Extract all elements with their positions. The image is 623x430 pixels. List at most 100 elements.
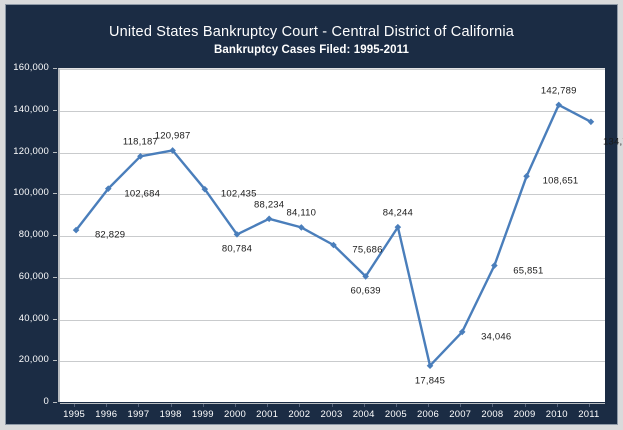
data-point-label: 120,987 [154, 130, 191, 142]
data-point-marker [72, 226, 80, 234]
data-point-marker [362, 273, 369, 280]
series-markers [72, 101, 595, 370]
x-tick-mark [460, 403, 461, 407]
data-point-marker [201, 185, 209, 193]
data-point-marker [169, 147, 176, 154]
data-point-label: 102,435 [220, 188, 257, 200]
plot-area: 82,829 102,684 118,187 120,987 102,435 80,784… [58, 68, 623, 404]
data-point-label: 108,651 [542, 175, 579, 187]
y-tick-label: 20,000 [18, 354, 49, 366]
data-point-label: 134,702 [603, 136, 623, 148]
gridline [60, 194, 605, 195]
gridline [60, 153, 605, 154]
x-tick-mark [364, 403, 365, 407]
data-point-marker [298, 224, 305, 231]
x-tick-label: 2010 [545, 409, 568, 420]
gridline [60, 236, 605, 237]
x-tick-mark [171, 403, 172, 407]
y-tick-label: 60,000 [18, 270, 49, 282]
x-tick-label: 2008 [481, 409, 504, 420]
x-tick-mark [106, 403, 107, 407]
chart-panel: United States Bankruptcy Court - Central… [5, 4, 623, 425]
gridline [60, 69, 605, 70]
x-tick-mark [74, 403, 75, 407]
data-point-label: 17,845 [414, 375, 446, 387]
x-tick-label: 2004 [352, 409, 375, 420]
x-tick-label: 1995 [63, 409, 86, 420]
y-tick-label: 140,000 [13, 103, 49, 115]
x-tick-label: 2006 [417, 409, 439, 420]
data-point-marker [426, 362, 434, 370]
chart-title-block: United States Bankruptcy Court - Central… [6, 23, 617, 58]
x-tick-mark [203, 403, 204, 407]
data-point-marker [104, 185, 112, 192]
x-tick-mark [235, 403, 236, 407]
data-point-marker [330, 241, 337, 249]
x-tick-label: 2011 [578, 409, 600, 420]
data-point-label: 82,829 [94, 229, 126, 241]
data-point-marker [265, 215, 273, 223]
y-tick-label: 0 [43, 396, 49, 407]
x-tick-label: 1999 [191, 409, 214, 420]
y-tick-label: 80,000 [18, 229, 49, 240]
y-tick-mark [53, 276, 57, 278]
y-tick-mark [53, 151, 57, 153]
data-point-label: 75,686 [352, 244, 383, 256]
data-point-label: 102,684 [124, 188, 161, 200]
data-point-marker [137, 152, 144, 160]
data-point-marker [458, 328, 466, 336]
y-tick-label: 120,000 [13, 145, 49, 157]
x-tick-mark [492, 403, 493, 407]
x-tick-mark [589, 403, 590, 407]
x-tick-label: 1997 [127, 409, 150, 420]
chart-subtitle: Bankruptcy Cases Filed: 1995-2011 [213, 44, 410, 56]
data-point-label: 88,234 [254, 199, 285, 211]
x-tick-mark [267, 403, 268, 407]
x-tick-mark [525, 403, 526, 407]
x-tick-label: 1998 [159, 409, 182, 420]
data-point-label: 80,784 [221, 243, 253, 255]
data-point-marker [394, 223, 402, 231]
y-tick-mark [53, 360, 57, 362]
x-tick-mark [396, 403, 397, 407]
x-tick-label: 2001 [256, 409, 279, 420]
line-series-layer [72, 101, 595, 370]
y-tick-label: 40,000 [18, 312, 49, 324]
x-tick-label: 2003 [320, 409, 343, 420]
gridline [60, 403, 605, 404]
data-point-label: 60,639 [350, 285, 381, 297]
y-tick-mark [53, 109, 57, 111]
gridline [60, 361, 605, 362]
y-tick-mark [53, 235, 57, 236]
x-tick-label: 2009 [513, 409, 536, 420]
gridline [60, 278, 605, 279]
y-tick-label: 160,000 [13, 62, 49, 73]
data-point-label: 142,789 [540, 85, 577, 97]
data-point-marker [491, 262, 498, 269]
data-point-marker [587, 118, 595, 126]
y-tick-mark [53, 68, 57, 69]
data-point-marker [523, 172, 530, 180]
x-tick-mark [332, 403, 333, 407]
x-tick-mark [299, 403, 300, 407]
data-point-marker [555, 101, 563, 109]
data-point-label: 34,046 [481, 331, 512, 343]
x-tick-label: 2005 [384, 409, 407, 420]
y-tick-label: 100,000 [13, 187, 49, 199]
data-point-marker [233, 231, 241, 238]
gridline [60, 320, 605, 321]
y-tick-mark [53, 402, 57, 403]
x-tick-label: 2000 [224, 409, 246, 420]
y-tick-mark [53, 193, 57, 195]
gridline [60, 111, 605, 112]
x-tick-mark [557, 403, 558, 407]
x-tick-label: 1996 [95, 409, 118, 420]
data-point-label: 84,110 [286, 207, 317, 219]
data-point-label: 84,244 [382, 207, 413, 219]
data-point-label: 65,851 [513, 265, 544, 277]
data-point-label: 118,187 [122, 136, 158, 148]
x-tick-mark [138, 403, 139, 407]
x-tick-label: 2007 [449, 409, 472, 420]
x-tick-mark [428, 403, 429, 407]
